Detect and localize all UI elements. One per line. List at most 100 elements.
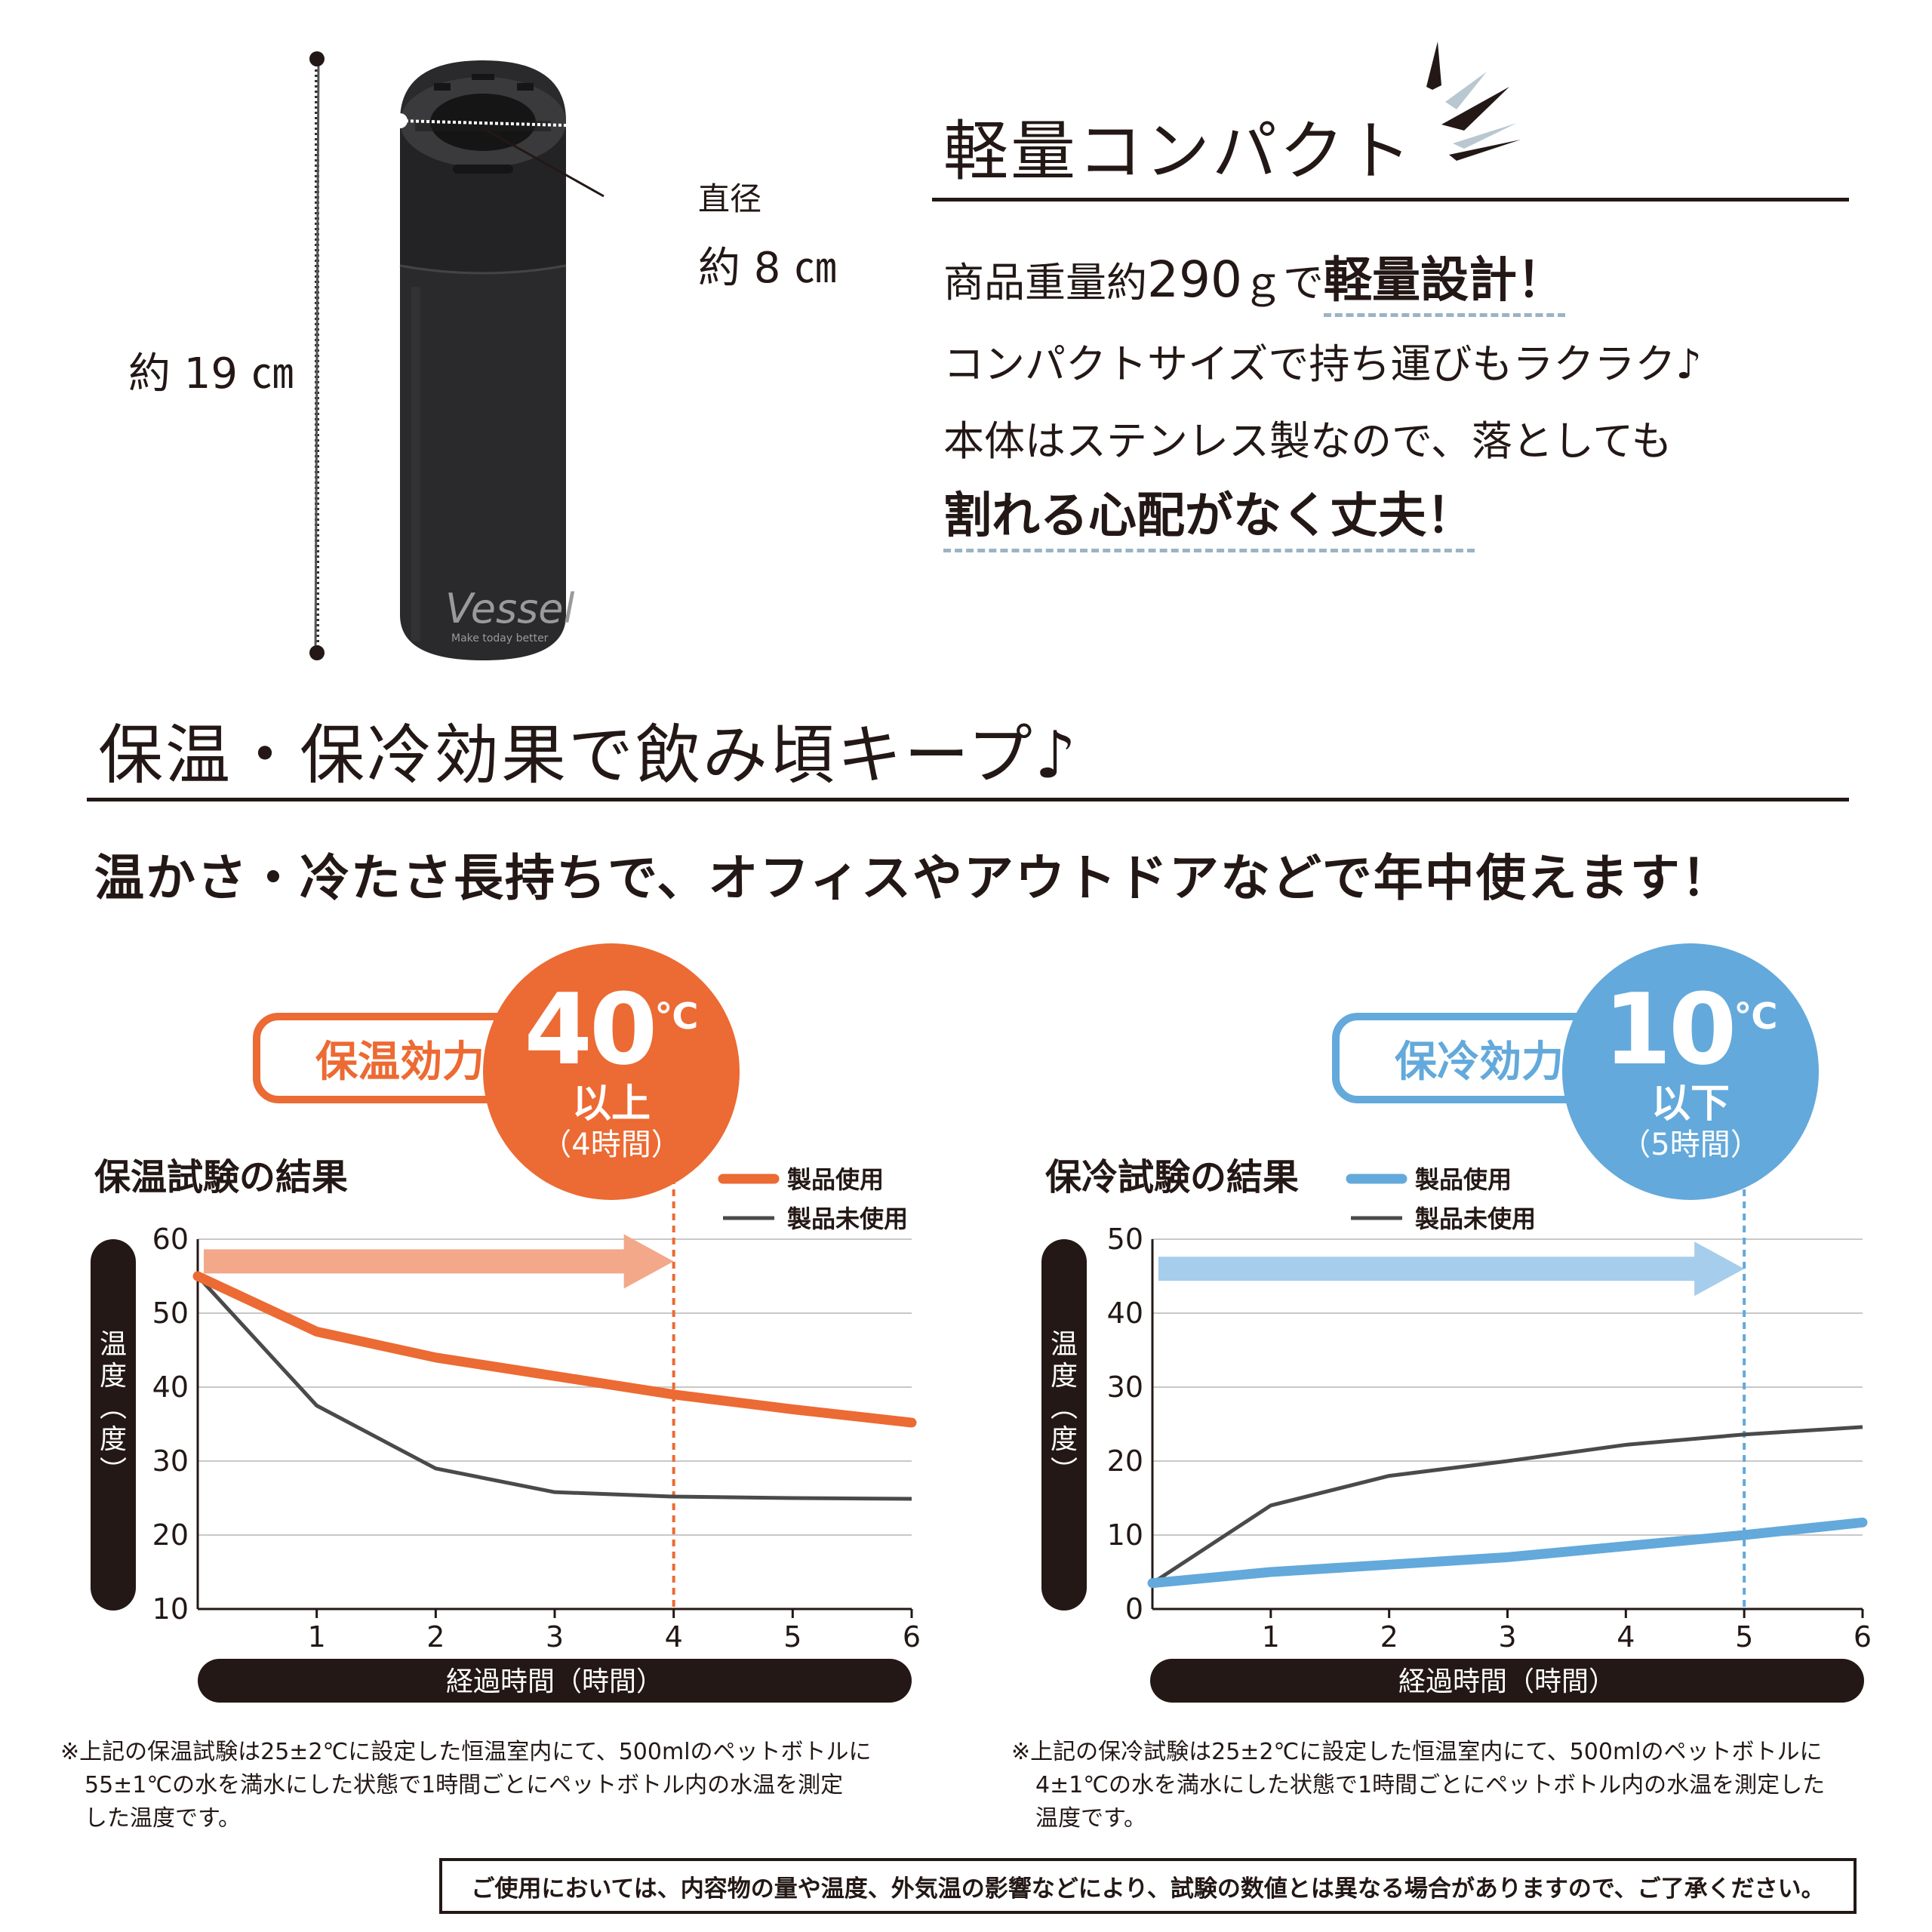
warm-y-label-pill xyxy=(91,1239,136,1611)
cold-y-label-pill xyxy=(1041,1239,1087,1611)
cold-y-label-char: 度 xyxy=(1051,1361,1078,1392)
bottle-brand-logo: Vessel xyxy=(445,585,575,632)
warm-arrow-head xyxy=(623,1234,674,1289)
cold-y-tick-label: 0 xyxy=(1125,1592,1143,1626)
cold-legend-label-used: 製品使用 xyxy=(1415,1165,1512,1194)
warm-x-tick-label: 5 xyxy=(783,1620,801,1654)
keep-title: 保温・保冷効果で飲み頃キープ♪ xyxy=(98,718,1078,793)
warm-y-label-char: ︶ xyxy=(100,1456,127,1487)
warm-note: ※上記の保温試験は25±2℃に設定した恒温室内にて、500mlのペットボトルに … xyxy=(60,1736,966,1835)
cold-note: ※上記の保冷試験は25±2℃に設定した恒温室内にて、500mlのペットボトルに … xyxy=(1011,1736,1917,1835)
warm-chart-title: 保温試験の結果 xyxy=(94,1156,349,1198)
cold-y-label-char: ︵ xyxy=(1051,1392,1078,1423)
weight-highlight: 軽量設計！ xyxy=(1323,253,1565,317)
warm-x-tick-label: 2 xyxy=(426,1620,445,1654)
warm-note-line: 55±1℃の水を満水にした状態で1時間ごとにペットボトル内の水温を測定 xyxy=(85,1772,844,1798)
cold-y-tick-label: 30 xyxy=(1107,1371,1143,1404)
cold-note-line: ※上記の保冷試験は25±2℃に設定した恒温室内にて、500mlのペットボトルに xyxy=(1011,1739,1823,1765)
warm-badge-value-line: 40℃ xyxy=(524,980,698,1078)
compact-line-4: 割れる心配がなく丈夫！ xyxy=(943,477,1475,552)
weight-line: 商品重量約290ｇで軽量設計！ xyxy=(943,242,1565,317)
diameter-label: 直径 xyxy=(698,180,762,217)
warm-y-tick-label: 10 xyxy=(152,1592,189,1626)
disclaimer-text: ご使用においては、内容物の量や温度、外気温の影響などにより、試験の数値とは異なる… xyxy=(471,1875,1825,1903)
cold-x-tick-label: 2 xyxy=(1380,1620,1398,1654)
warm-legend-label-used: 製品使用 xyxy=(787,1165,884,1194)
height-measure-line xyxy=(309,51,325,660)
keep-title-rule xyxy=(87,798,1849,801)
cold-badge-duration: （5時間） xyxy=(1620,1127,1761,1162)
cold-badge-value: 10 xyxy=(1603,972,1737,1088)
emphasis-icon xyxy=(1426,42,1521,161)
cold-series-line-used xyxy=(1147,1517,1868,1589)
cold-y-tick-label: 40 xyxy=(1107,1297,1143,1330)
compact-line-2: コンパクトサイズで持ち運びもラクラク♪ xyxy=(943,340,1702,388)
cold-badge-bubble: 10℃ 以下 （5時間） xyxy=(1562,943,1819,1200)
cold-x-tick-label: 1 xyxy=(1262,1620,1280,1654)
cold-badge-value-line: 10℃ xyxy=(1603,980,1777,1078)
cold-y-tick-label: 20 xyxy=(1107,1444,1143,1478)
warm-badge-comparison: 以上 xyxy=(571,1081,651,1128)
warm-y-label-char: 度 xyxy=(100,1424,127,1455)
bottle xyxy=(399,60,567,660)
warm-legend-label-unused: 製品未使用 xyxy=(787,1204,908,1233)
durability-highlight: 割れる心配がなく丈夫！ xyxy=(943,488,1475,552)
compact-title: 軽量コンパクト xyxy=(943,114,1414,189)
warm-x-label-pill xyxy=(198,1659,912,1703)
weight-particle: で xyxy=(1282,259,1324,306)
diameter-value: 約 8 ㎝ xyxy=(698,244,837,293)
warm-x-tick-label: 1 xyxy=(308,1620,326,1654)
warm-y-tick-label: 20 xyxy=(152,1518,189,1552)
warm-x-tick-label: 6 xyxy=(903,1620,921,1654)
warm-series-line-used xyxy=(192,1271,917,1428)
warm-y-tick-label: 60 xyxy=(152,1223,189,1256)
warm-y-tick-label: 50 xyxy=(152,1297,189,1330)
warm-arrow-shaft xyxy=(204,1249,627,1274)
diameter-measure-line xyxy=(392,113,626,198)
warm-y-label-char: 温 xyxy=(100,1329,127,1360)
weight-value: 290 xyxy=(1147,251,1242,309)
warm-note-line: した温度です。 xyxy=(85,1805,241,1832)
warm-badge-unit: ℃ xyxy=(654,995,699,1038)
cold-x-tick-label: 5 xyxy=(1735,1620,1753,1654)
warm-y-tick-label: 30 xyxy=(152,1444,189,1478)
disclaimer-box: ご使用においては、内容物の量や温度、外気温の影響などにより、試験の数値とは異なる… xyxy=(439,1858,1857,1914)
cold-x-tick-label: 6 xyxy=(1854,1620,1872,1654)
height-label: 約 19 ㎝ xyxy=(128,349,294,398)
keep-subtitle: 温かさ・冷たさ長持ちで、オフィスやアウトドアなどで年中使えます！ xyxy=(94,849,1733,907)
cold-x-tick-label: 3 xyxy=(1498,1620,1516,1654)
cold-y-tick-label: 10 xyxy=(1107,1518,1143,1552)
warm-y-label-char: ︵ xyxy=(100,1392,127,1423)
cold-badge-comparison: 以下 xyxy=(1651,1081,1730,1128)
compact-line-3: 本体はステンレス製なので、落としても xyxy=(943,417,1672,465)
cold-y-label-char: 温 xyxy=(1051,1329,1078,1360)
cold-note-line: 温度です。 xyxy=(1035,1805,1146,1832)
warm-badge-bubble: 40℃ 以上 （4時間） xyxy=(483,943,740,1200)
cold-x-tick-label: 4 xyxy=(1617,1620,1635,1654)
cold-y-label-char: 度 xyxy=(1051,1424,1078,1455)
cold-badge-unit: ℃ xyxy=(1734,995,1778,1038)
weight-unit: ｇ xyxy=(1241,259,1283,306)
warm-x-label: 経過時間（時間） xyxy=(446,1666,663,1697)
warm-badge-duration: （4時間） xyxy=(541,1127,681,1162)
cold-x-label-pill xyxy=(1150,1659,1864,1703)
compact-title-rule xyxy=(932,198,1849,202)
warm-note-line: ※上記の保温試験は25±2℃に設定した恒温室内にて、500mlのペットボトルに xyxy=(60,1739,872,1765)
cold-y-label-char: ︶ xyxy=(1051,1456,1078,1487)
bottle-tagline: Make today better xyxy=(451,632,549,645)
warm-y-label-char: 度 xyxy=(100,1361,127,1392)
cold-arrow-head xyxy=(1694,1241,1745,1297)
warm-x-tick-label: 3 xyxy=(546,1620,564,1654)
product-illustration: Vessel Make today better xyxy=(309,51,626,660)
cold-chart-title: 保冷試験の結果 xyxy=(1045,1156,1300,1198)
cold-arrow-shaft xyxy=(1158,1257,1698,1281)
weight-prefix: 商品重量約 xyxy=(943,259,1147,306)
warm-y-tick-label: 40 xyxy=(152,1371,189,1404)
cold-legend-label-unused: 製品未使用 xyxy=(1415,1204,1536,1233)
cold-note-line: 4±1℃の水を満水にした状態で1時間ごとにペットボトル内の水温を測定した xyxy=(1035,1772,1826,1798)
cold-y-tick-label: 50 xyxy=(1107,1223,1143,1256)
cold-x-label: 経過時間（時間） xyxy=(1398,1666,1616,1697)
warm-x-tick-label: 4 xyxy=(665,1620,683,1654)
